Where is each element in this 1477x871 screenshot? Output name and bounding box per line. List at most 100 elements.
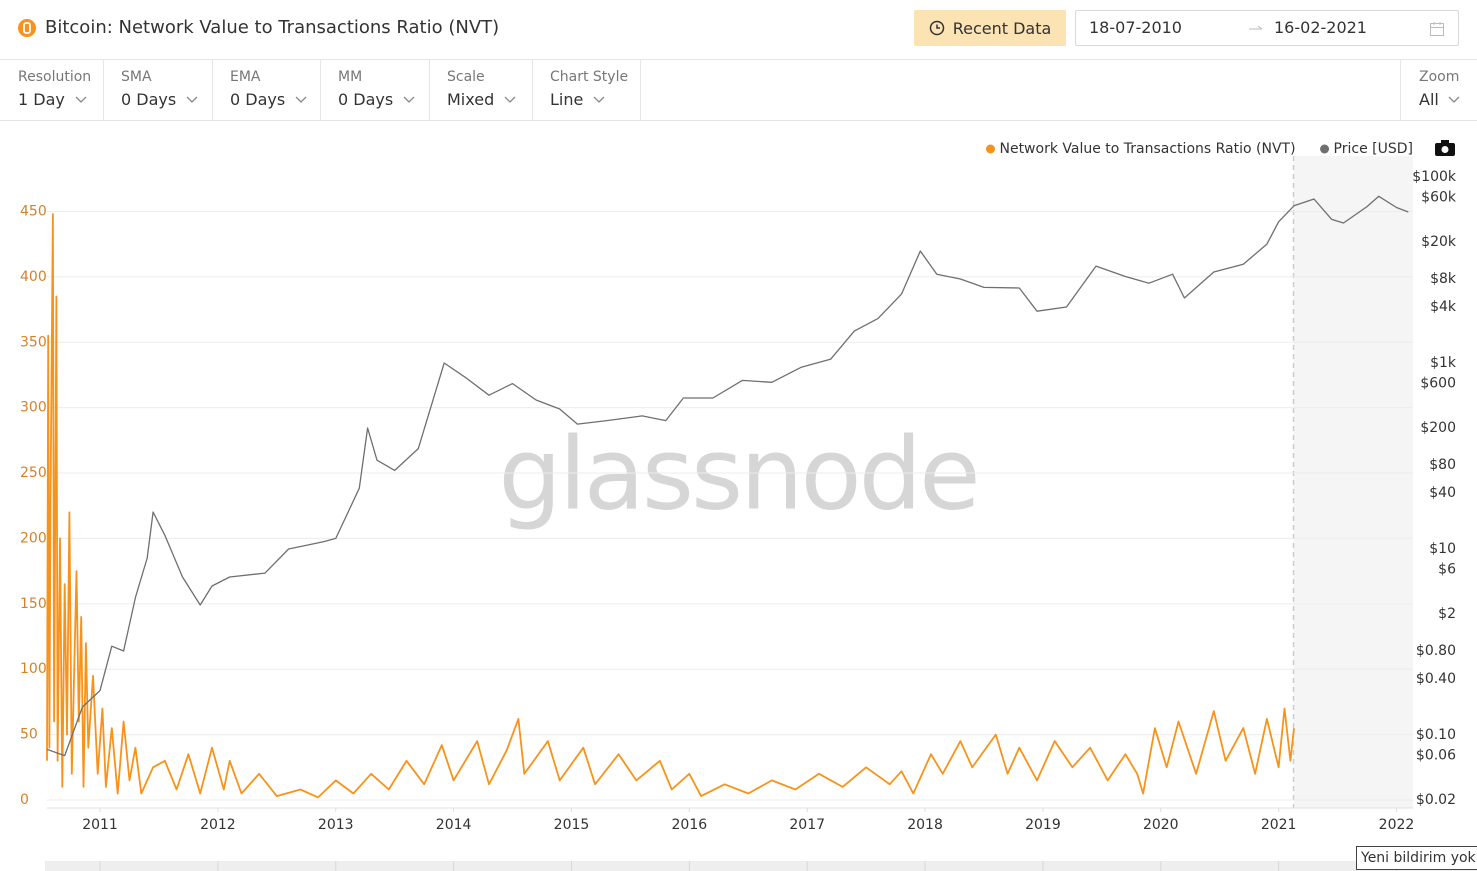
y2-tick-label: $60k xyxy=(1421,190,1457,206)
y2-tick-label: $600 xyxy=(1420,376,1456,392)
camera-lens xyxy=(1441,146,1449,153)
date-to: 16-02-2021 xyxy=(1274,18,1367,37)
control-value: 1 Day xyxy=(18,90,65,109)
y-tick-label: 150 xyxy=(20,596,47,612)
x-tick-label: 2022 xyxy=(1379,817,1415,833)
chevron-path xyxy=(1448,96,1460,103)
chevron-path xyxy=(75,96,87,103)
chevron-path xyxy=(186,96,198,103)
y2-tick-label: $4k xyxy=(1430,299,1457,315)
y-tick-label: 100 xyxy=(20,661,47,677)
y-tick-label: 250 xyxy=(20,465,47,481)
watermark: glassnode xyxy=(498,415,977,532)
x-tick-label: 2015 xyxy=(554,817,590,833)
camera-top xyxy=(1441,140,1449,144)
control-label: MM xyxy=(338,69,363,85)
chevron xyxy=(186,96,198,103)
y-tick-label: 350 xyxy=(20,334,47,350)
y2-tick-label: $6 xyxy=(1438,562,1456,578)
chevron xyxy=(75,96,87,103)
y2-tick-label: $80 xyxy=(1429,457,1456,473)
series-line xyxy=(46,213,1295,799)
y2-tick-label: $8k xyxy=(1430,271,1457,287)
legend: Price [USD] Network Value to Transactions… xyxy=(985,141,1413,157)
control-label: Chart Style xyxy=(550,69,629,85)
header: Bitcoin: Network Value to Transactions R… xyxy=(0,0,1477,60)
x-tick-label: 2014 xyxy=(436,817,472,833)
control-label: Resolution xyxy=(18,69,92,85)
control-value: 0 Days xyxy=(230,90,286,109)
y2-tick-label: $0.80 xyxy=(1416,643,1456,659)
toolbar-control[interactable]: Resolution 1 Day xyxy=(0,60,104,120)
chevron-path xyxy=(403,96,415,103)
calendar-icon xyxy=(1430,22,1444,36)
bitcoin-icon xyxy=(18,19,36,37)
chevron-path xyxy=(295,96,307,103)
y2-tick-label: $0.40 xyxy=(1416,671,1456,687)
recent-data-button[interactable]: Recent Data xyxy=(914,10,1066,46)
chevron-path xyxy=(593,96,605,103)
x-tick-label: 2011 xyxy=(82,817,118,833)
y2-tick-label: $0.02 xyxy=(1416,792,1456,808)
zoom-control[interactable]: Zoom All xyxy=(1400,60,1477,120)
clock-icon xyxy=(929,20,944,36)
x-tick-label: 2021 xyxy=(1261,817,1297,833)
chevron xyxy=(1448,96,1460,103)
x-tick-label: 2016 xyxy=(672,817,708,833)
toolbar-control[interactable]: Scale Mixed xyxy=(429,60,533,120)
x-tick-label: 2013 xyxy=(318,817,354,833)
date-from: 18-07-2010 xyxy=(1089,18,1182,37)
y2-tick-label: $200 xyxy=(1420,420,1456,436)
control-value: Line xyxy=(550,90,584,109)
toolbar-control[interactable]: EMA 0 Days xyxy=(212,60,321,120)
toolbar-control[interactable]: Chart Style Line xyxy=(532,60,641,120)
y2-tick-label: $0.10 xyxy=(1416,727,1456,743)
legend-label: Price [USD] xyxy=(1334,141,1413,157)
y2-tick-label: $0.06 xyxy=(1416,748,1456,764)
y2-tick-label: $40 xyxy=(1429,485,1456,501)
y2-tick-label: $100k xyxy=(1412,169,1457,185)
control-label: SMA xyxy=(121,69,152,85)
x-tick-label: 2017 xyxy=(789,817,825,833)
control-label: EMA xyxy=(230,69,261,85)
chevron xyxy=(593,96,605,103)
date-range[interactable]: 18-07-2010 16-02-2021 xyxy=(1075,10,1459,46)
y2-tick-label: $1k xyxy=(1430,355,1457,371)
y-tick-label: 50 xyxy=(20,727,38,743)
legend-dot xyxy=(985,144,995,154)
legend-label: Network Value to Transactions Ratio (NVT… xyxy=(999,141,1295,157)
toolbar: Resolution 1 Day SMA 0 Days EMA 0 Days MM 0 Day… xyxy=(0,60,1477,121)
control-value: 0 Days xyxy=(338,90,394,109)
chevron xyxy=(295,96,307,103)
recent-data-label: Recent Data xyxy=(952,18,1052,38)
y2-tick-label: $10 xyxy=(1429,541,1456,557)
y-tick-label: 200 xyxy=(20,530,47,546)
y2-tick-label: $2 xyxy=(1438,606,1456,622)
control-value: 0 Days xyxy=(121,90,177,109)
chevron xyxy=(504,96,516,103)
control-value: Mixed xyxy=(447,90,495,109)
toolbar-control[interactable]: SMA 0 Days xyxy=(103,60,213,120)
x-tick-label: 2020 xyxy=(1143,817,1179,833)
y-tick-label: 0 xyxy=(20,792,29,808)
toolbar-control[interactable]: MM 0 Days xyxy=(320,60,430,120)
control-label: Scale xyxy=(447,69,485,85)
camera-icon xyxy=(1435,140,1455,156)
zoom-value: All xyxy=(1419,90,1439,109)
range-arrow xyxy=(1249,25,1263,30)
y-tick-label: 300 xyxy=(20,400,47,416)
y-tick-label: 450 xyxy=(20,203,47,219)
y2-tick-label: $20k xyxy=(1421,234,1457,250)
legend-dot xyxy=(1320,144,1330,154)
notification-tooltip: Yeni bildirim yok xyxy=(1356,846,1477,870)
chevron xyxy=(403,96,415,103)
chevron-path xyxy=(504,96,516,103)
series-line xyxy=(46,195,1409,757)
x-tick-label: 2012 xyxy=(200,817,236,833)
x-tick-label: 2019 xyxy=(1025,817,1061,833)
x-tick-label: 2018 xyxy=(907,817,943,833)
zoom-label: Zoom xyxy=(1419,69,1460,85)
navigator xyxy=(45,861,1477,871)
page-title: Bitcoin: Network Value to Transactions R… xyxy=(45,17,500,38)
